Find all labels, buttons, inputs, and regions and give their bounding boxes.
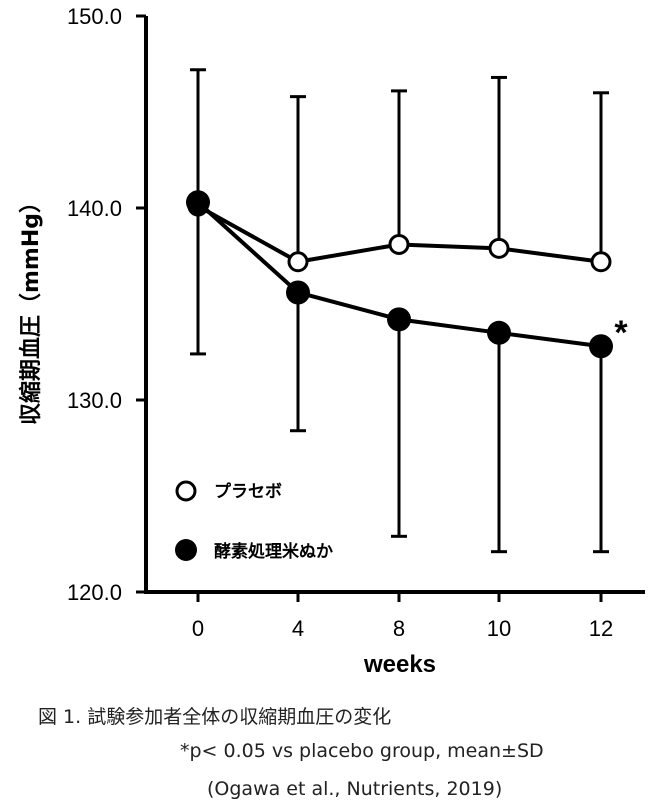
y-tick-label: 130.0: [67, 388, 122, 413]
x-tick-label: 12: [589, 616, 613, 641]
data-point-rice-bran: [487, 320, 511, 345]
data-point-rice-bran: [186, 190, 210, 215]
data-point-placebo: [388, 233, 410, 255]
legend: プラセボ 酵素処理米ぬか: [175, 480, 333, 562]
data-point-placebo: [287, 251, 309, 273]
x-tick-label: 8: [393, 616, 405, 641]
y-tick-label: 150.0: [67, 4, 122, 29]
x-tick-label: 10: [487, 616, 511, 641]
legend-label-placebo: プラセボ: [214, 481, 282, 502]
figure-caption-title: 図 1. 試験参加者全体の収縮期血圧の変化: [38, 706, 392, 728]
y-tick-label: 140.0: [67, 196, 122, 221]
x-tick-label: 0: [192, 616, 204, 641]
legend-marker-rice-bran: [175, 539, 197, 561]
annotations: *: [614, 314, 628, 352]
axes: [144, 16, 645, 594]
x-axis-label: weeks: [363, 651, 436, 678]
y-tick-label: 120.0: [67, 580, 122, 605]
figure-caption-note: *p< 0.05 vs placebo group, mean±SD: [180, 740, 544, 762]
y-axis-label: 収縮期血圧（mmHg）: [18, 191, 44, 425]
legend-label-rice-bran: 酵素処理米ぬか: [214, 541, 333, 562]
data-point-rice-bran: [286, 280, 310, 305]
x-tick-label: 4: [292, 616, 304, 641]
chart: 120.0 130.0 140.0 150.0 0 4 8 10 12 * 収縮期血圧（mmH…: [18, 4, 645, 678]
legend-marker-placebo: [175, 480, 197, 502]
data-point-placebo: [590, 251, 612, 273]
data-point-rice-bran: [589, 334, 613, 359]
figure-caption-source: (Ogawa et al., Nutrients, 2019): [207, 778, 503, 800]
x-ticks: 0 4 8 10 12: [192, 592, 613, 641]
data-point-placebo: [488, 237, 510, 259]
significance-asterisk: *: [614, 314, 628, 352]
y-ticks: 120.0 130.0 140.0 150.0: [67, 4, 146, 605]
error-bars: [190, 68, 609, 554]
data-points: [186, 190, 613, 359]
data-point-rice-bran: [387, 307, 411, 332]
